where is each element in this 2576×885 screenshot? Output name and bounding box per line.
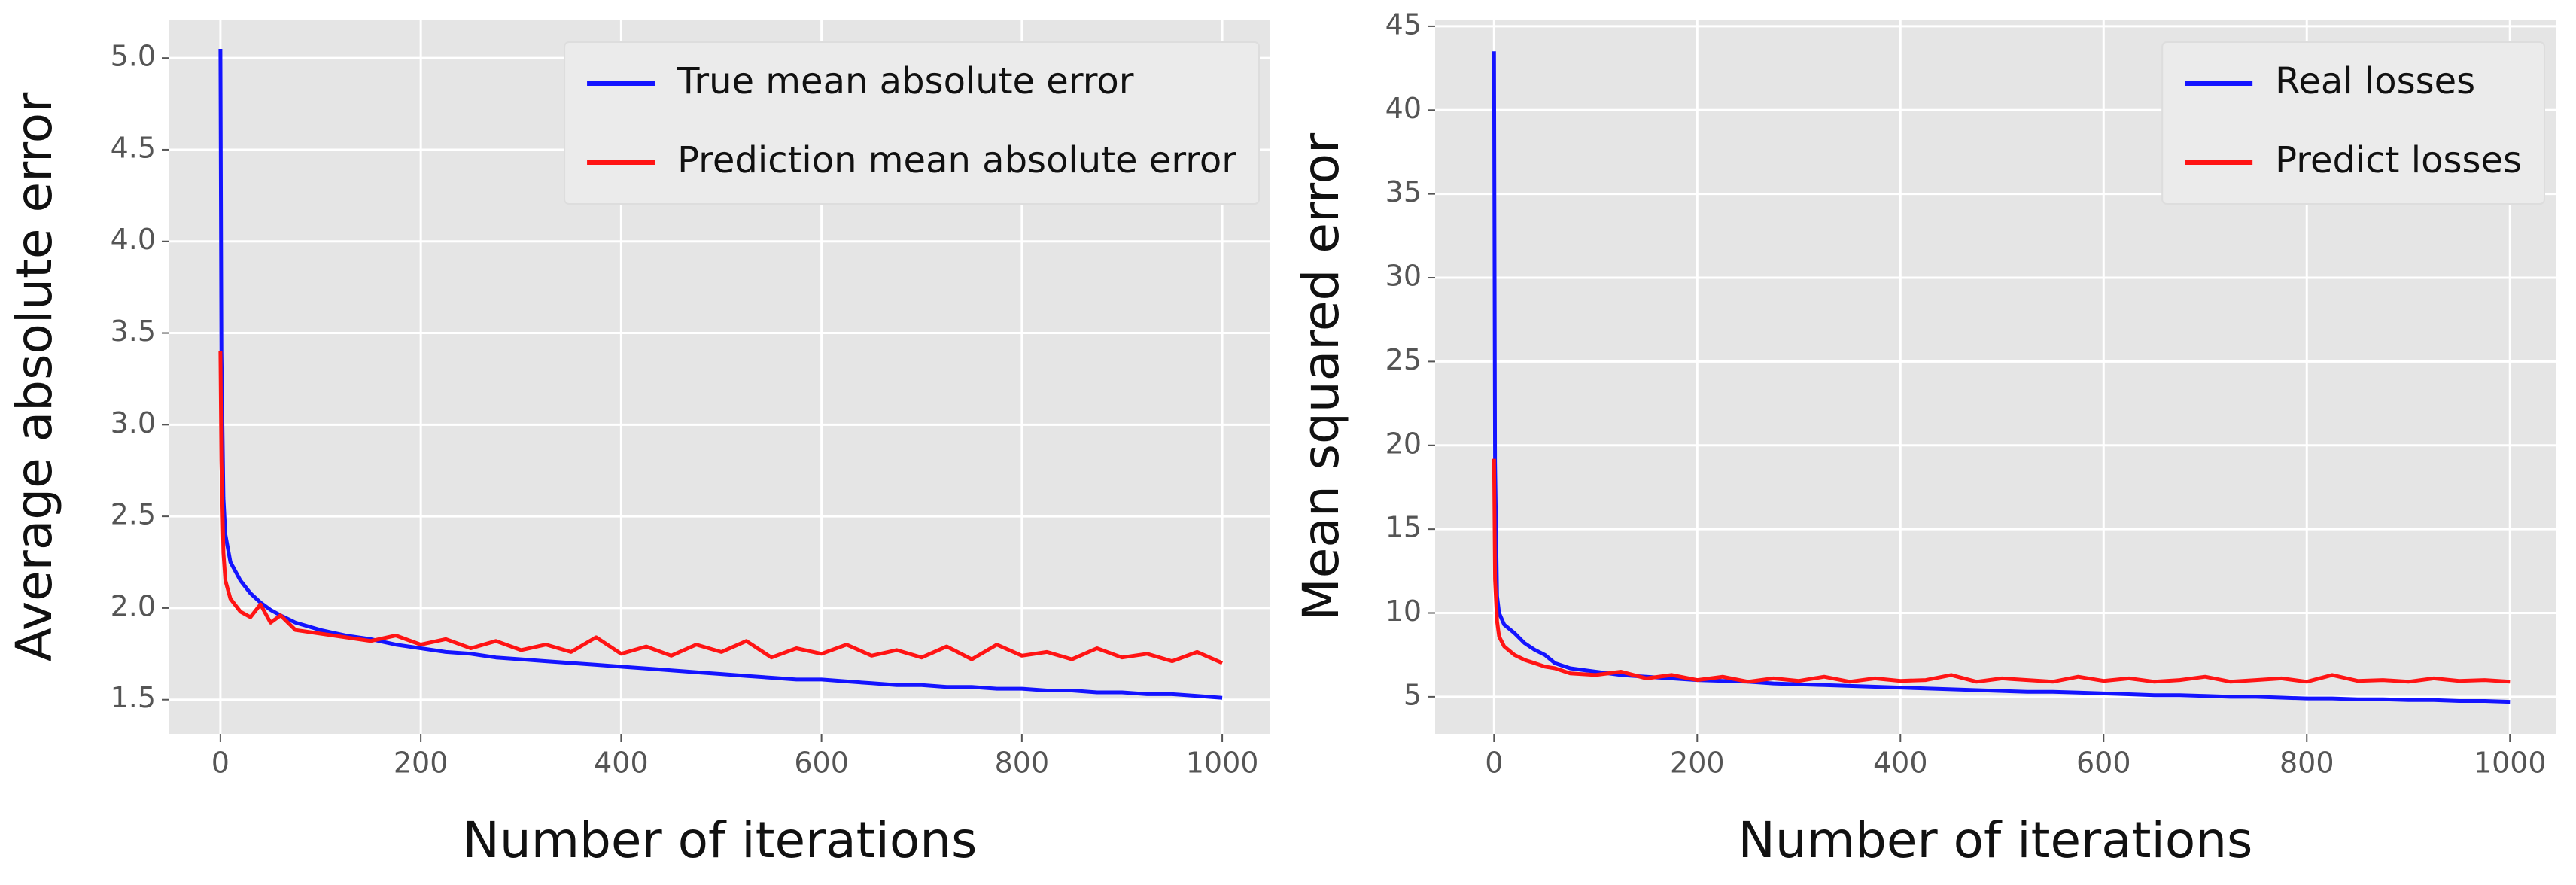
legend: True mean absolute error Prediction mean …	[564, 41, 1260, 205]
legend-label: Real losses	[2275, 60, 2475, 102]
y-tick-label: 1.5	[111, 681, 156, 714]
x-tick-label: 600	[2076, 747, 2131, 780]
legend-box	[2161, 41, 2545, 205]
y-axis-label: Average absolute error	[5, 92, 63, 661]
x-tick-label: 200	[1670, 747, 1725, 780]
y-tick-label: 15	[1385, 511, 1422, 544]
x-tick-label: 600	[794, 747, 849, 780]
y-tick-label: 45	[1385, 8, 1422, 41]
y-tick-label: 2.0	[111, 589, 156, 622]
x-axis-label: Number of iterations	[1738, 811, 2253, 869]
y-tick-label: 3.5	[111, 315, 156, 348]
y-tick-label: 5	[1404, 678, 1422, 711]
x-tick-label: 400	[594, 747, 649, 780]
x-tick-label: 400	[1873, 747, 1928, 780]
x-tick-label: 200	[394, 747, 449, 780]
data-line	[1492, 51, 2511, 704]
y-tick-label: 10	[1385, 595, 1422, 628]
y-tick-label: 25	[1385, 343, 1422, 376]
legend-label: Predict losses	[2275, 139, 2522, 181]
y-axis-label: Mean squared error	[1292, 132, 1350, 621]
legend-box	[564, 41, 1260, 205]
data-line	[1492, 458, 2511, 684]
x-tick-label: 1000	[1186, 747, 1259, 780]
x-tick-label: 0	[211, 747, 230, 780]
y-tick-label: 4.5	[111, 131, 156, 164]
y-tick-label: 5.0	[111, 40, 156, 73]
y-tick-label: 4.0	[111, 223, 156, 256]
x-tick-label: 0	[1485, 747, 1503, 780]
data-line	[218, 351, 1224, 665]
y-tick-label: 30	[1385, 260, 1422, 293]
x-tick-label: 800	[2279, 747, 2334, 780]
x-tick-label: 800	[995, 747, 1050, 780]
y-tick-label: 2.5	[111, 498, 156, 531]
y-tick-label: 3.0	[111, 406, 156, 439]
x-axis-label: Number of iterations	[463, 811, 978, 869]
legend-label: True mean absolute error	[677, 60, 1134, 102]
legend-label: Prediction mean absolute error	[677, 139, 1236, 181]
legend: Real losses Predict losses	[2161, 41, 2545, 205]
x-tick-label: 1000	[2474, 747, 2547, 780]
data-line	[218, 48, 1223, 700]
y-tick-label: 35	[1385, 175, 1422, 208]
y-tick-label: 20	[1385, 427, 1422, 460]
y-tick-label: 40	[1385, 92, 1422, 125]
